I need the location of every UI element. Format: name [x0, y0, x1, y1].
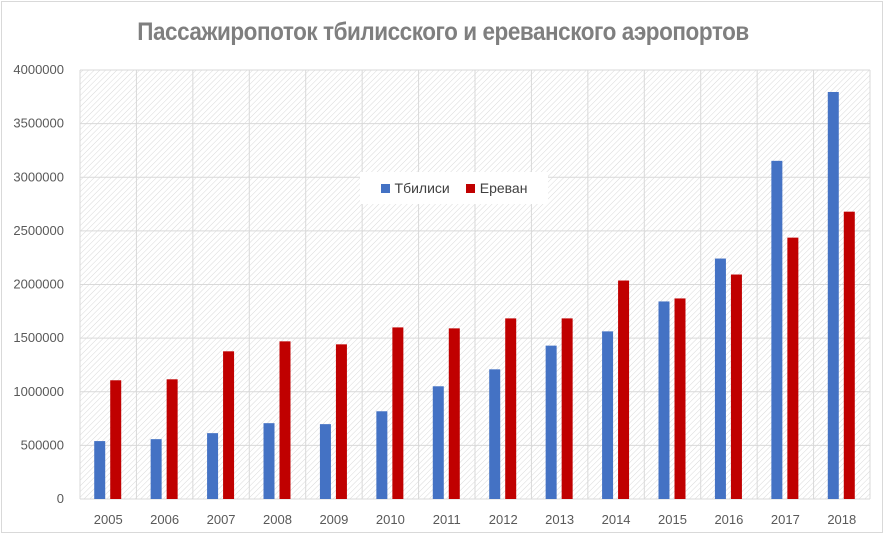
bar-yerevan-2008	[279, 341, 291, 499]
bar-yerevan-2014	[618, 280, 630, 499]
legend: Тбилиси Ереван	[360, 172, 548, 204]
bar-tbilisi-2008	[263, 423, 275, 499]
bar-yerevan-2016	[730, 274, 742, 499]
bar-tbilisi-2013	[545, 345, 557, 499]
x-tick-label: 2008	[263, 512, 292, 527]
bar-tbilisi-2012	[489, 369, 501, 499]
x-tick-label: 2016	[714, 512, 743, 527]
x-tick-label: 2011	[433, 512, 461, 527]
x-tick-label: 2013	[545, 512, 574, 527]
x-tick-label: 2012	[489, 512, 518, 527]
x-tick-label: 2015	[658, 512, 687, 527]
y-tick-label: 500000	[21, 437, 64, 452]
bar-yerevan-2017	[787, 237, 799, 499]
bar-tbilisi-2010	[376, 411, 388, 499]
bar-yerevan-2011	[448, 328, 460, 499]
bar-tbilisi-2015	[658, 301, 670, 499]
bar-yerevan-2012	[505, 318, 517, 499]
legend-swatch-yerevan	[465, 183, 475, 193]
y-tick-label: 1000000	[13, 384, 64, 399]
bar-tbilisi-2016	[714, 258, 726, 499]
x-tick-label: 2017	[771, 512, 800, 527]
x-tick-label: 2007	[207, 512, 236, 527]
bar-yerevan-2009	[335, 344, 347, 499]
legend-item-tbilisi: Тбилиси	[380, 180, 450, 196]
y-tick-label: 2000000	[13, 277, 64, 292]
bar-yerevan-2015	[674, 298, 686, 499]
bar-tbilisi-2006	[150, 439, 162, 499]
legend-label-yerevan: Ереван	[479, 180, 528, 196]
bar-tbilisi-2011	[432, 386, 444, 499]
bar-tbilisi-2009	[319, 424, 331, 499]
bar-tbilisi-2018	[827, 91, 839, 499]
x-tick-label: 2014	[602, 512, 631, 527]
bar-tbilisi-2017	[771, 160, 783, 499]
y-tick-label: 0	[57, 491, 64, 506]
bar-yerevan-2005	[110, 380, 122, 499]
bar-tbilisi-2007	[207, 433, 219, 499]
y-tick-label: 3000000	[13, 169, 64, 184]
bar-tbilisi-2005	[94, 441, 106, 499]
bar-tbilisi-2014	[602, 331, 614, 499]
bar-yerevan-2013	[561, 318, 573, 499]
bar-yerevan-2018	[843, 211, 855, 499]
x-tick-label: 2018	[827, 512, 856, 527]
x-tick-label: 2005	[94, 512, 123, 527]
y-tick-label: 2500000	[13, 223, 64, 238]
x-tick-label: 2010	[376, 512, 405, 527]
x-tick-label: 2006	[150, 512, 179, 527]
bar-yerevan-2007	[223, 351, 235, 499]
legend-item-yerevan: Ереван	[465, 180, 528, 196]
y-tick-label: 4000000	[13, 62, 64, 77]
y-tick-label: 3500000	[13, 116, 64, 131]
y-tick-label: 1500000	[13, 330, 64, 345]
x-tick-label: 2009	[319, 512, 348, 527]
legend-swatch-tbilisi	[380, 183, 390, 193]
legend-label-tbilisi: Тбилиси	[394, 180, 450, 196]
chart-title: Пассажиропоток тбилисского и ереванского…	[137, 18, 749, 46]
bar-yerevan-2006	[166, 379, 178, 499]
bar-yerevan-2010	[392, 327, 404, 499]
